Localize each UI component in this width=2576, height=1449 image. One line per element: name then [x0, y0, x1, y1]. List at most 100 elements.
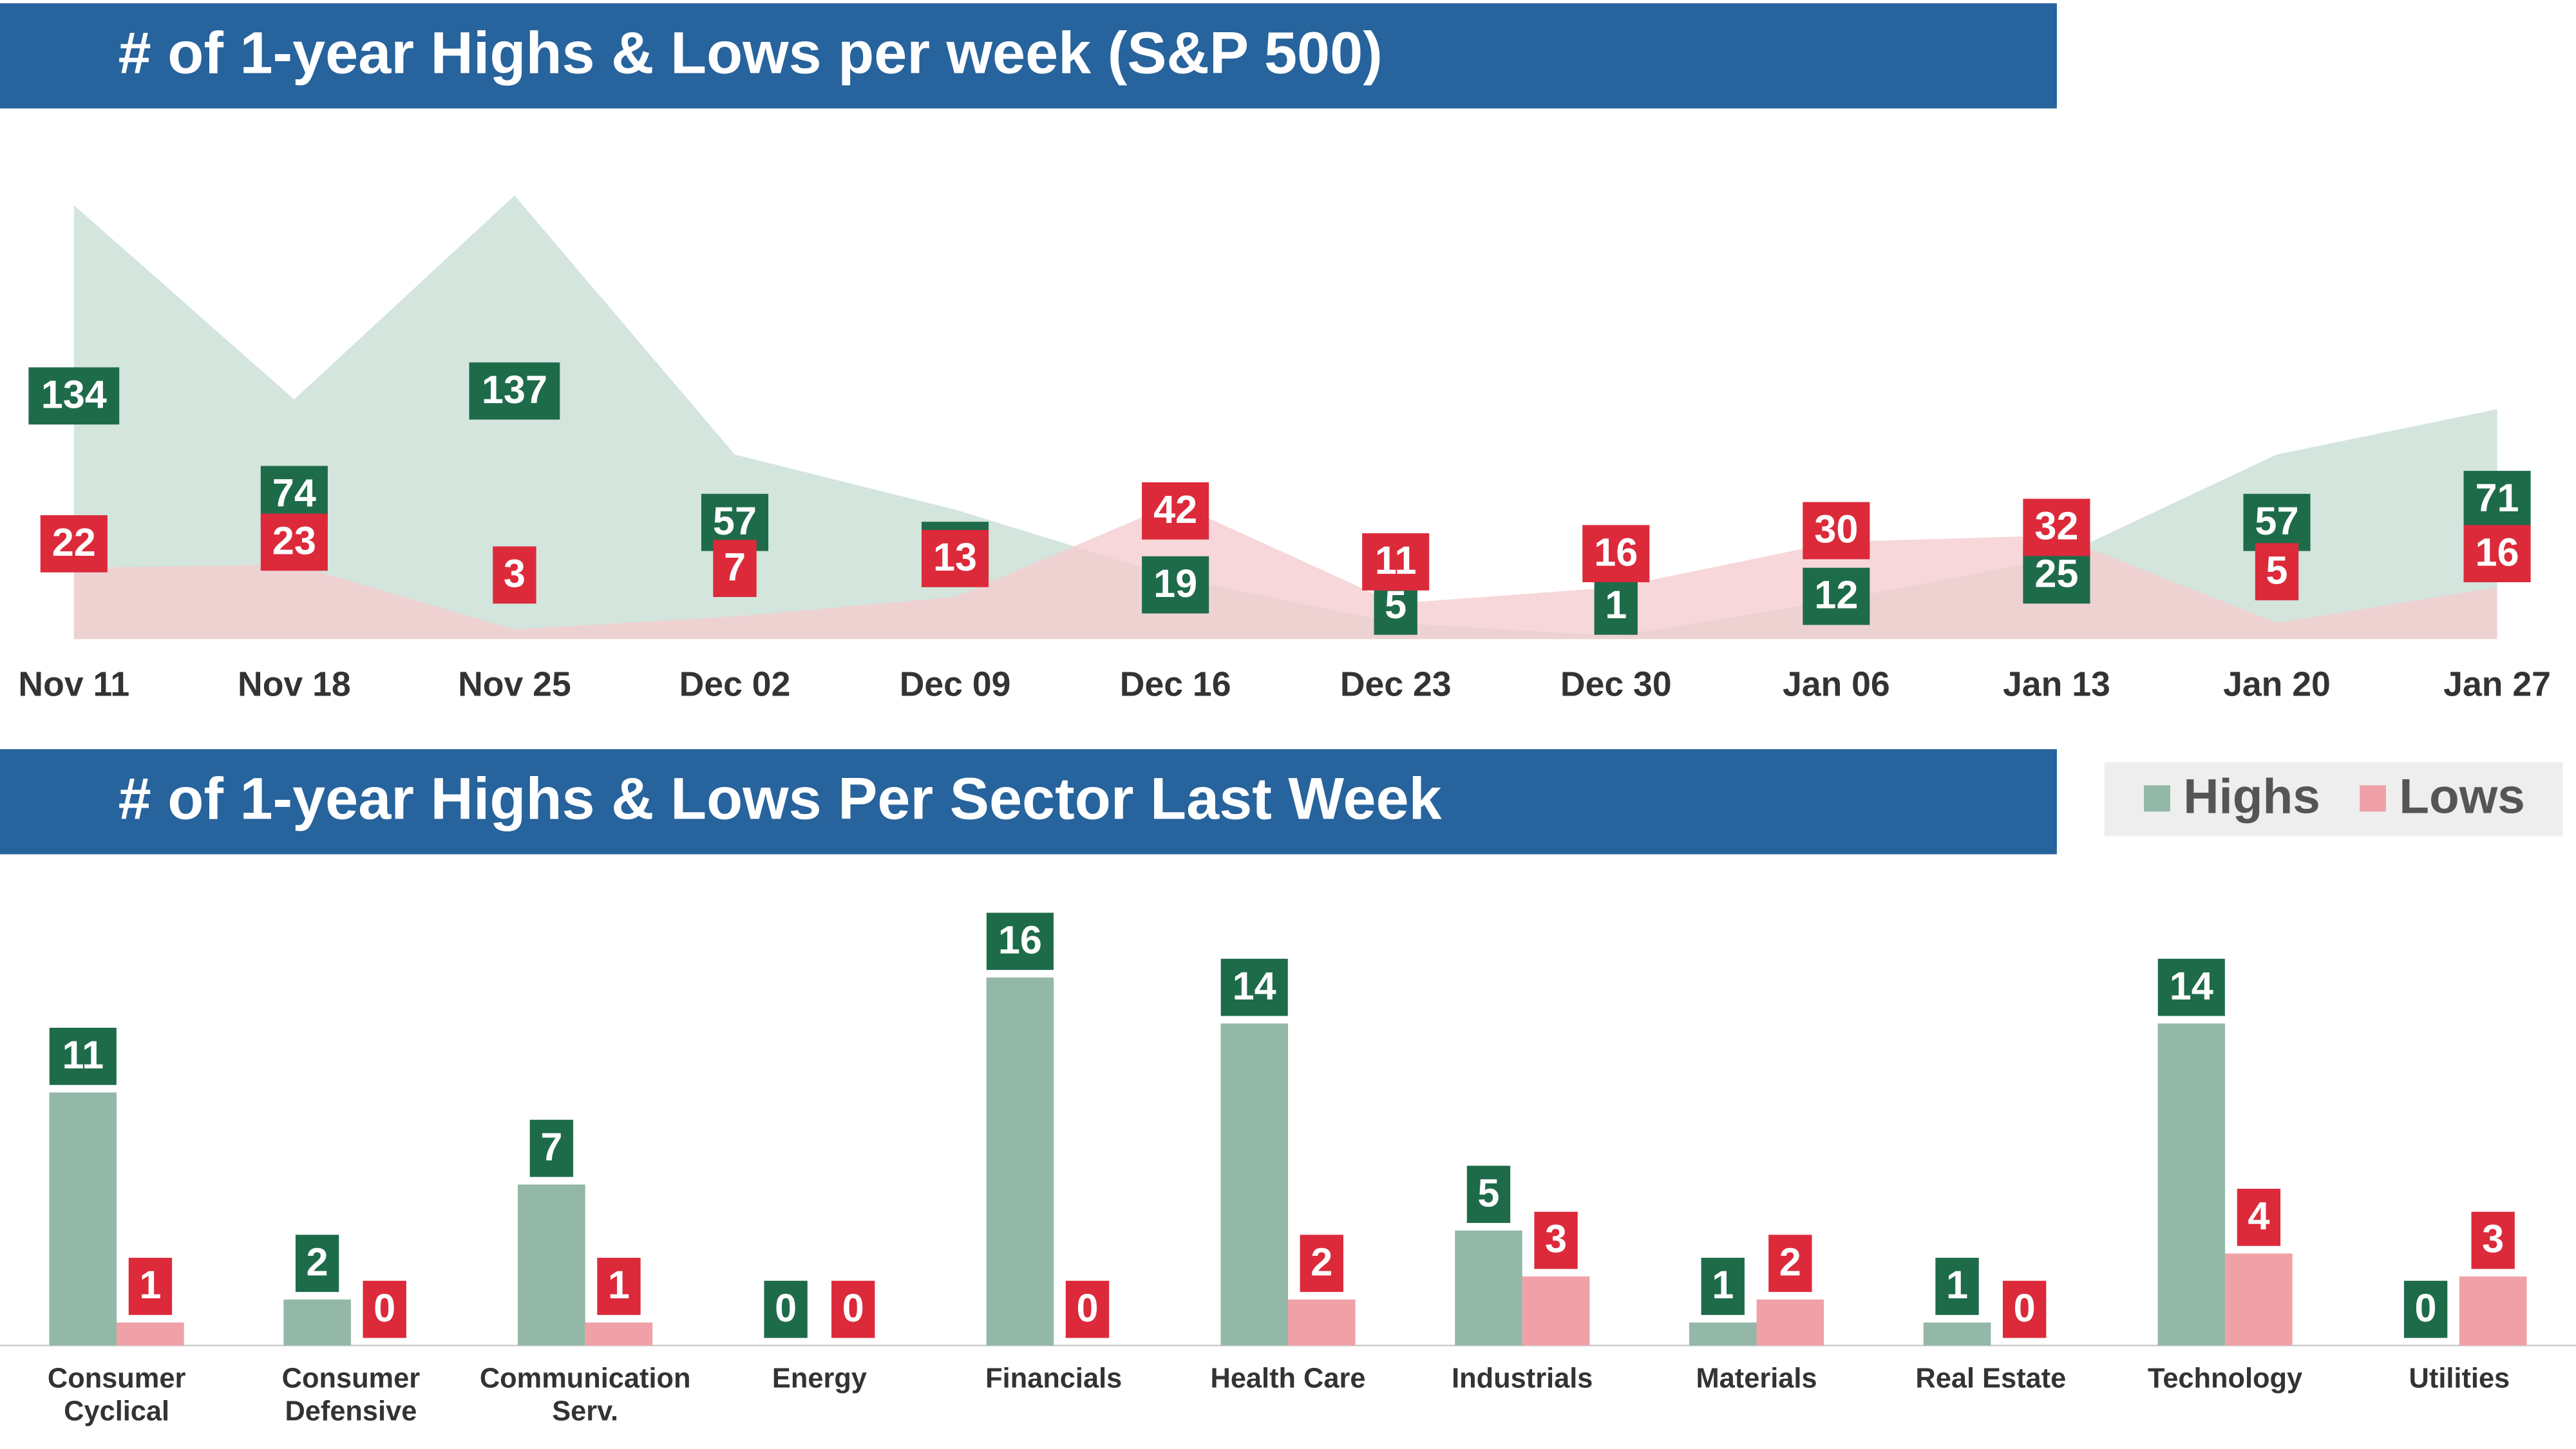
data-label-box: [1803, 567, 1870, 625]
data-label-box: [2243, 493, 2311, 551]
data-label: 7: [724, 545, 746, 589]
bar: [2157, 1023, 2226, 1346]
bar: [1220, 1023, 1288, 1346]
data-label: 12: [1814, 573, 1858, 617]
data-label: 30: [1814, 507, 1858, 551]
bar: [1522, 1276, 1590, 1346]
legend-swatch: [2144, 785, 2170, 812]
data-label-box: [831, 1280, 875, 1338]
data-label-box: [1594, 577, 1638, 635]
data-label: 0: [775, 1286, 797, 1330]
bar: [117, 1322, 184, 1346]
area: [73, 503, 2497, 639]
data-label-box: [1701, 1258, 1745, 1315]
data-label: 3: [504, 552, 526, 596]
data-label: 137: [482, 368, 547, 412]
bar: [518, 1184, 585, 1346]
x-tick-label: Utilities: [2409, 1363, 2510, 1394]
data-label: 3: [2482, 1217, 2504, 1261]
data-label-box: [1362, 533, 1430, 591]
data-label-box: [1300, 1235, 1343, 1293]
data-label: 13: [933, 535, 977, 579]
data-label: 3: [1545, 1217, 1567, 1261]
x-tick-label: Energy: [772, 1363, 867, 1394]
x-tick-label: Cyclical: [64, 1396, 169, 1426]
data-label: 23: [272, 519, 316, 563]
data-label: 2: [1779, 1240, 1801, 1283]
title-bar: [0, 3, 2057, 109]
data-label-box: [2023, 498, 2090, 556]
data-label: 1: [1605, 583, 1627, 627]
x-tick-label: Dec 02: [679, 665, 791, 703]
data-label: 42: [1153, 488, 1197, 531]
data-label-box: [2002, 1280, 2047, 1338]
x-tick-label: Real Estate: [1915, 1363, 2066, 1394]
data-label-box: [2463, 525, 2531, 583]
bar: [1455, 1230, 1522, 1346]
legend-label: Highs: [2183, 770, 2320, 824]
data-label-box: [1935, 1258, 1979, 1315]
bar: [2225, 1253, 2293, 1346]
data-label: 25: [2034, 552, 2078, 596]
bar: [283, 1299, 351, 1346]
data-label: 16: [998, 918, 1042, 961]
data-label-box: [1466, 1166, 1511, 1223]
data-label-box: [2237, 1188, 2281, 1246]
data-label-box: [2255, 543, 2299, 601]
data-label-box: [40, 515, 108, 573]
x-tick-label: Dec 23: [1340, 665, 1452, 703]
data-label-box: [764, 1280, 808, 1338]
data-label-box: [1803, 502, 1870, 560]
data-label-box: [363, 1280, 406, 1338]
data-label: 5: [2266, 548, 2287, 592]
area: [73, 195, 2497, 639]
data-label-box: [2023, 546, 2090, 604]
data-label-box: [2471, 1211, 2515, 1269]
data-label: 71: [2475, 476, 2519, 520]
data-label: 2: [1311, 1240, 1332, 1283]
bar: [2459, 1276, 2527, 1346]
data-label-box: [986, 913, 1054, 971]
x-tick-label: Communication: [480, 1363, 691, 1394]
data-label-box: [1582, 525, 1650, 583]
title-bar: [0, 749, 2057, 855]
data-label: 2: [307, 1240, 328, 1283]
bar: [49, 1092, 117, 1346]
bar: [1756, 1299, 1824, 1346]
data-label-box: [713, 540, 757, 598]
data-label-box: [1220, 958, 1288, 1016]
x-tick-label: Nov 11: [18, 665, 129, 703]
x-tick-label: Industrials: [1452, 1363, 1593, 1394]
x-tick-label: Dec 09: [900, 665, 1011, 703]
data-label-box: [2157, 958, 2225, 1016]
chart-title: # of 1-year Highs & Lows per week (S&P 5…: [118, 21, 1383, 86]
bar: [1288, 1299, 1356, 1346]
data-label: 0: [2415, 1286, 2437, 1330]
data-label: 11: [1375, 538, 1417, 582]
data-label: 32: [2034, 504, 2078, 548]
bar: [585, 1322, 653, 1346]
data-label: 16: [1594, 530, 1638, 574]
data-label-box: [1768, 1235, 1812, 1293]
data-label: 16: [2475, 530, 2519, 574]
data-label: 14: [1233, 964, 1276, 1008]
x-tick-label: Jan 06: [1783, 665, 1890, 703]
data-label: 14: [2170, 964, 2213, 1008]
data-label-box: [597, 1258, 641, 1315]
data-label: 7: [540, 1125, 562, 1169]
x-tick-label: Serv.: [552, 1396, 618, 1426]
x-tick-label: Dec 16: [1120, 665, 1231, 703]
x-tick-label: Health Care: [1211, 1363, 1366, 1394]
data-label-box: [295, 1235, 339, 1293]
data-label-box: [260, 513, 328, 571]
data-label: 1: [608, 1263, 630, 1307]
x-tick-label: Nov 25: [458, 665, 571, 703]
data-label-box: [49, 1027, 117, 1085]
data-label: 0: [842, 1286, 864, 1330]
data-label-box: [529, 1119, 574, 1177]
x-tick-label: Jan 13: [2003, 665, 2110, 703]
bar: [1689, 1322, 1757, 1346]
data-label-box: [1142, 482, 1209, 540]
x-tick-label: Materials: [1696, 1363, 1817, 1394]
